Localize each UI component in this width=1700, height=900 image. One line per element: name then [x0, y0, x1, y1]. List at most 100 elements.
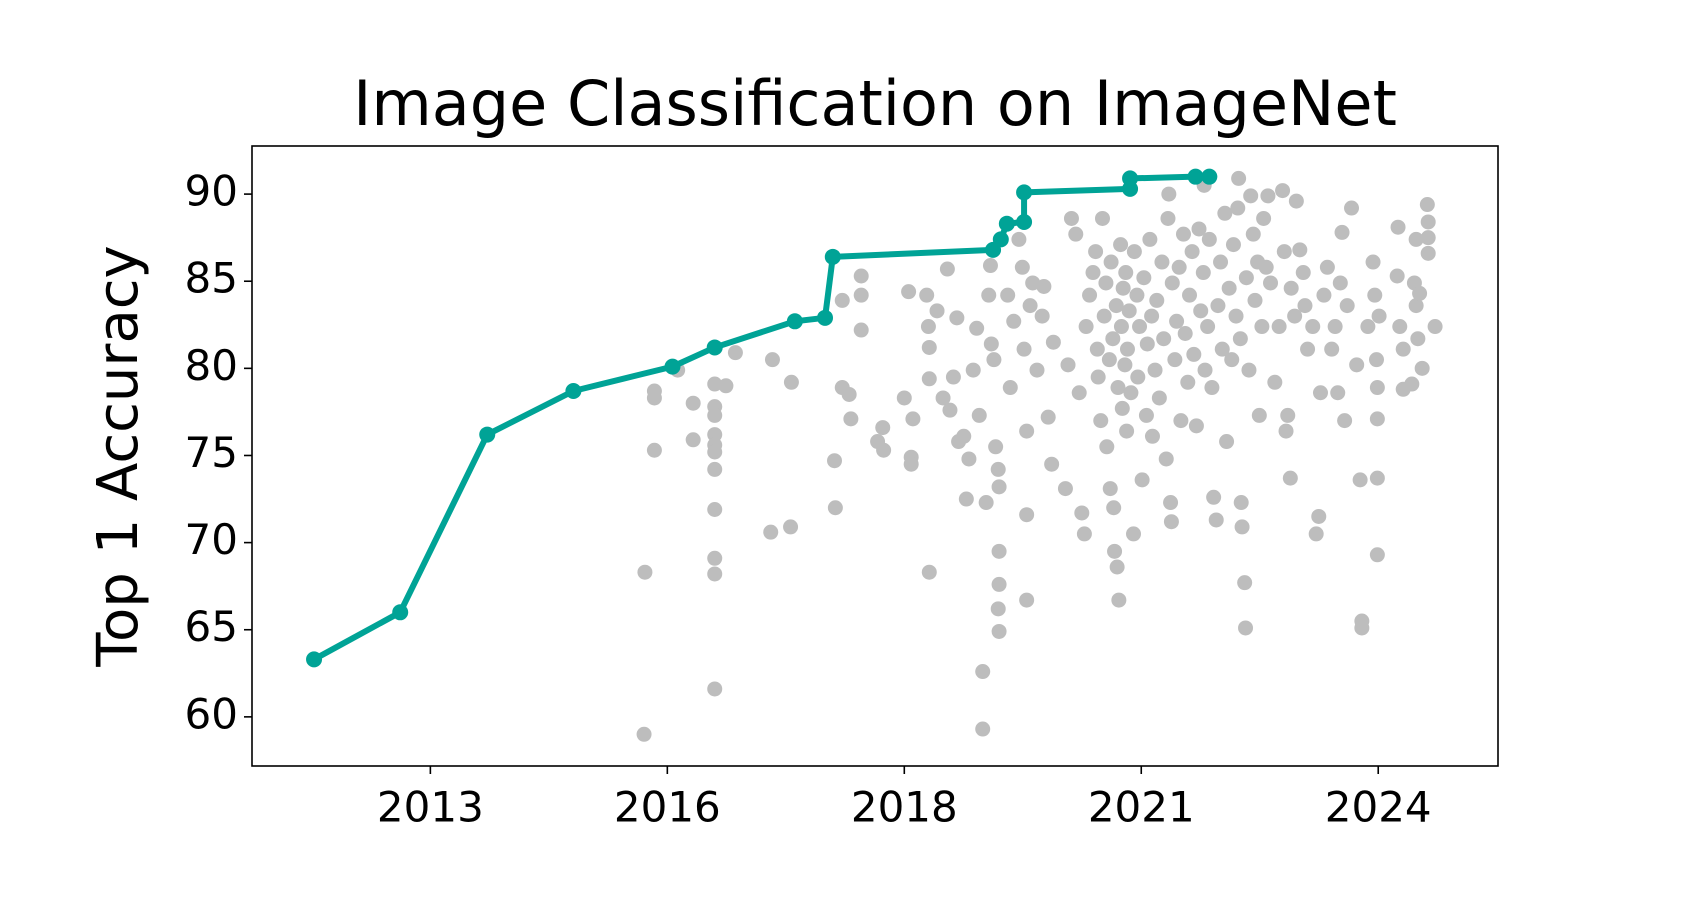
- scatter-point: [921, 371, 937, 387]
- scatter-point: [1316, 287, 1332, 303]
- scatter-point: [707, 501, 723, 517]
- scatter-point: [1068, 226, 1084, 242]
- scatter-point: [1103, 254, 1119, 270]
- scatter-point: [1225, 237, 1241, 253]
- scatter-point: [1060, 357, 1076, 373]
- scatter-point: [1276, 244, 1292, 260]
- scatter-point: [1163, 514, 1179, 530]
- scatter-point: [1412, 285, 1428, 301]
- scatter-point: [1390, 219, 1406, 235]
- scatter-point: [1238, 270, 1254, 286]
- scatter-point: [827, 500, 843, 516]
- frontier-point: [706, 339, 723, 356]
- scatter-point: [990, 461, 1006, 477]
- scatter-point: [1040, 409, 1056, 425]
- scatter-point: [1288, 193, 1304, 209]
- scatter-point: [1295, 265, 1311, 281]
- scatter-point: [969, 320, 985, 336]
- frontier-line: [312, 173, 1210, 662]
- scatter-point: [975, 721, 991, 737]
- scatter-point: [1000, 287, 1016, 303]
- scatter-point: [990, 601, 1006, 617]
- scatter-point: [1074, 505, 1090, 521]
- scatter-point: [1233, 495, 1249, 511]
- scatter-point: [636, 726, 652, 742]
- x-tick-label: 2018: [851, 783, 958, 832]
- scatter-point: [1427, 319, 1443, 335]
- scatter-point: [1327, 319, 1343, 335]
- y-tick-label: 85: [185, 254, 238, 303]
- scatter-point: [956, 428, 972, 444]
- scatter-point: [853, 322, 869, 338]
- frontier-point: [998, 215, 1015, 232]
- scatter-point: [1156, 331, 1172, 347]
- scatter-point: [1110, 380, 1126, 396]
- scatter-point: [1132, 319, 1148, 335]
- y-tick-label: 75: [185, 428, 238, 477]
- scatter-point: [1367, 287, 1383, 303]
- y-tick-label: 60: [185, 689, 238, 738]
- scatter-point: [1177, 325, 1193, 341]
- scatter-point: [991, 576, 1007, 592]
- scatter-point: [1210, 298, 1226, 314]
- scatter-point: [1408, 298, 1424, 314]
- scatter-point: [1217, 205, 1233, 221]
- scatter-point: [1369, 380, 1385, 396]
- scatter-point: [1151, 390, 1167, 406]
- scatter-point: [1271, 319, 1287, 335]
- scatter-point: [961, 451, 977, 467]
- scatter-point: [958, 491, 974, 507]
- scatter-point: [1175, 226, 1191, 242]
- scatter-point: [935, 390, 951, 406]
- scatter-point: [685, 432, 701, 448]
- scatter-point: [1019, 423, 1035, 439]
- scatter-point: [1324, 341, 1340, 357]
- scatter-point: [1392, 319, 1408, 335]
- scatter-point: [1117, 357, 1133, 373]
- scatter-point: [1245, 226, 1261, 242]
- scatter-point: [1160, 210, 1176, 226]
- scatter-point: [1182, 287, 1198, 303]
- scatter-point: [1130, 369, 1146, 385]
- scatter-point: [1420, 214, 1436, 230]
- scatter-point: [1169, 313, 1185, 329]
- scatter-point: [901, 284, 917, 300]
- scatter-point: [1119, 423, 1135, 439]
- scatter-point: [1149, 292, 1165, 308]
- scatter-point: [1365, 254, 1381, 270]
- scatter-point: [1126, 244, 1142, 260]
- scatter-point: [1076, 526, 1092, 542]
- scatter-point: [1082, 287, 1098, 303]
- scatter-point: [1142, 231, 1158, 247]
- scatter-point: [783, 374, 799, 390]
- scatter-point: [1090, 369, 1106, 385]
- scatter-point: [876, 442, 892, 458]
- scatter-point: [1108, 298, 1124, 314]
- scatter-point: [834, 292, 850, 308]
- scatter-point: [1114, 400, 1130, 416]
- scatter-point: [905, 411, 921, 427]
- scatter-point: [1258, 259, 1274, 275]
- frontier-point: [1201, 168, 1218, 185]
- scatter-point: [1161, 186, 1177, 202]
- scatter-point: [1234, 519, 1250, 535]
- scatter-point: [827, 453, 843, 469]
- scatter-point: [1278, 423, 1294, 439]
- scatter-point: [1369, 547, 1385, 563]
- frontier-point: [392, 604, 409, 621]
- scatter-point: [1118, 265, 1134, 281]
- scatter-point: [783, 519, 799, 535]
- scatter-point: [707, 566, 723, 582]
- scatter-point: [1360, 319, 1376, 335]
- scatter-point: [707, 461, 723, 477]
- scatter-point: [1224, 352, 1240, 368]
- scatter-point: [1404, 376, 1420, 392]
- scatter-point: [1263, 275, 1279, 291]
- scatter-point: [929, 303, 945, 319]
- scatter-point: [1419, 197, 1435, 213]
- scatter-point: [1071, 385, 1087, 401]
- scatter-point: [1011, 231, 1027, 247]
- scatter-point: [1158, 451, 1174, 467]
- scatter-point: [1287, 308, 1303, 324]
- scatter-point: [988, 439, 1004, 455]
